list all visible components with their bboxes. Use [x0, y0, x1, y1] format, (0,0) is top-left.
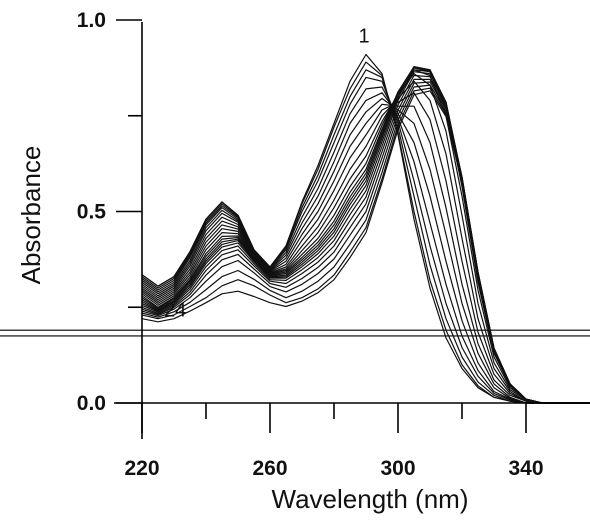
- curve-annotations: 1 24: [164, 26, 369, 322]
- series-line-4: [141, 76, 590, 404]
- series-line-11: [141, 72, 590, 404]
- x-tick-label: 220: [124, 457, 159, 480]
- x-axis-title: Wavelength (nm): [272, 484, 469, 514]
- y-tick-label: 1.0: [77, 9, 106, 32]
- series-line-20: [141, 78, 590, 404]
- series-line-12: [141, 69, 590, 404]
- curve-label-1: 1: [358, 26, 369, 48]
- series-line-10: [141, 80, 590, 404]
- axes: [114, 22, 590, 439]
- x-tick-label: 300: [380, 457, 415, 480]
- series-line-22: [141, 84, 590, 404]
- series-line-3: [141, 69, 590, 404]
- series-line-7: [141, 97, 590, 404]
- series-line-6: [141, 92, 590, 404]
- x-tick-label: 340: [508, 457, 543, 480]
- series-line-18: [141, 71, 590, 404]
- tick-labels: 0.0 0.5 1.0 220 260 300 340: [77, 9, 544, 480]
- y-tick-label: 0.5: [77, 201, 107, 224]
- series-line-17: [141, 69, 590, 404]
- y-axis-title: Absorbance: [16, 146, 46, 285]
- series-line-9: [141, 92, 590, 404]
- series-line-1: [141, 53, 590, 404]
- ticks: [116, 19, 527, 433]
- series-line-8: [141, 103, 590, 404]
- series-line-24: [141, 90, 590, 404]
- x-tick-label: 260: [252, 457, 287, 480]
- y-tick-label: 0.0: [77, 392, 106, 415]
- spectra-series: [141, 53, 590, 404]
- curve-label-24: 24: [164, 299, 186, 321]
- reference-lines: [0, 329, 590, 337]
